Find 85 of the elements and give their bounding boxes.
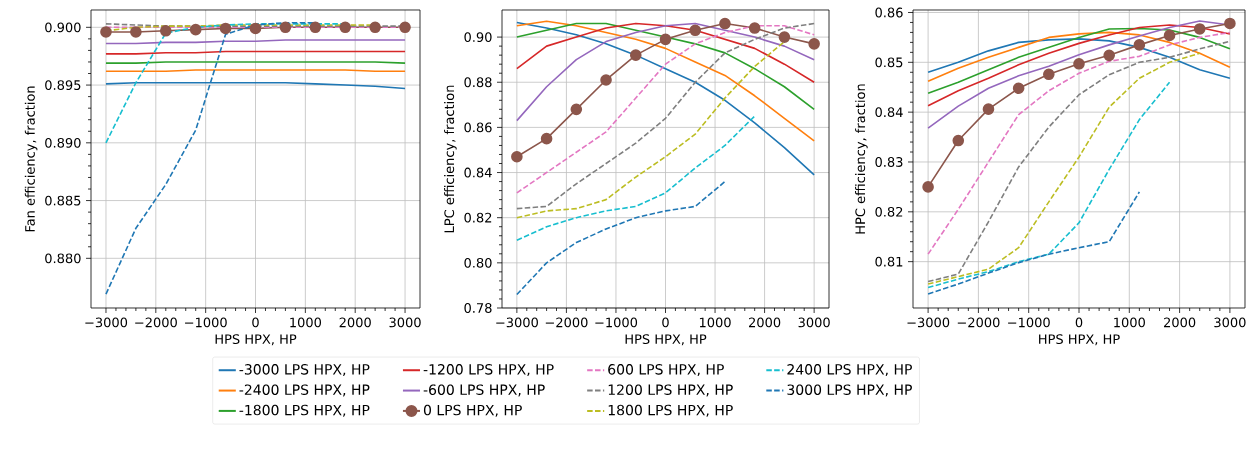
line-series (927, 31, 1231, 83)
legend-label: 1200 LPS HPX, HP (608, 384, 733, 397)
y-tick-label: 0.900 (45, 22, 81, 33)
y-tick-label: 0.84 (875, 107, 903, 118)
y-tick-label: 0.82 (875, 206, 903, 217)
point (952, 134, 965, 147)
x-tick-label: −1000 (595, 317, 638, 328)
x-tick-label: 0 (662, 317, 669, 328)
y-tick-label: 0.895 (45, 80, 81, 90)
point (1224, 17, 1236, 30)
legend-label: -1200 LPS HPX, HP (423, 364, 554, 377)
y-axis-title: Fan efficiency, fraction (24, 86, 38, 232)
y-tick-label: 0.83 (875, 157, 903, 167)
legend-label: -3000 LPS HPX, HP (239, 364, 370, 377)
y-tick-label: 0.86 (464, 122, 492, 133)
y-tick-label: 0.890 (45, 137, 81, 148)
x-axis-title: HPS HPX, HP (215, 334, 297, 346)
x-tick-label: 3000 (1214, 317, 1246, 328)
point (982, 103, 995, 115)
point (1073, 58, 1085, 70)
point (689, 24, 702, 37)
x-tick-label: −1000 (1008, 317, 1050, 328)
y-tick-label: 0.80 (464, 257, 492, 268)
line-series (927, 24, 1231, 107)
y-tick-label: 0.885 (45, 195, 81, 206)
point (540, 132, 553, 145)
point (570, 103, 583, 116)
x-tick-label: −2000 (135, 317, 177, 328)
y-tick-label: 0.88 (464, 77, 492, 88)
legend-label: -2400 LPS HPX, HP (239, 384, 370, 397)
point (1193, 23, 1206, 35)
x-tick-label: 1000 (290, 317, 322, 328)
point (1163, 29, 1176, 42)
y-axis-title: LPC efficiency, fraction (444, 85, 457, 233)
x-axis-title: HPS HPX, HP (625, 334, 707, 346)
y-tick-label: 0.90 (464, 32, 492, 43)
x-axis-title: HPS HPX, HP (1039, 334, 1120, 346)
x-tick-label: −3000 (496, 317, 538, 328)
legend-label: 0 LPS HPX, HP (423, 404, 522, 417)
line-series (516, 180, 726, 296)
y-axis-title: HPC efficiency, fraction (855, 84, 868, 234)
y-tick-label: 0.78 (464, 303, 492, 313)
point (1103, 49, 1115, 62)
x-tick-label: 3000 (389, 317, 421, 328)
line-series (927, 38, 1231, 80)
x-tick-label: 2000 (339, 317, 371, 328)
y-tick-label: 0.84 (464, 167, 492, 178)
point (1012, 82, 1025, 95)
y-tick-label: 0.880 (45, 253, 81, 264)
point (748, 22, 761, 34)
legend-label: 3000 LPS HPX, HP (787, 384, 912, 397)
y-tick-label: 0.82 (464, 212, 492, 223)
point (1043, 68, 1055, 81)
point (922, 181, 934, 193)
point (778, 31, 791, 43)
x-tick-label: 3000 (798, 317, 830, 328)
x-tick-label: 1000 (1114, 317, 1145, 328)
legend-label: -1800 LPS HPX, HP (239, 404, 370, 417)
x-tick-label: −3000 (85, 317, 128, 328)
point (600, 74, 612, 86)
y-tick-label: 0.85 (875, 57, 903, 68)
x-tick-label: 1000 (699, 317, 731, 328)
x-tick-label: 0 (252, 317, 259, 328)
y-tick-label: 0.81 (875, 256, 903, 267)
x-tick-label: 0 (1075, 317, 1083, 328)
line-series (927, 81, 1171, 289)
x-tick-label: 2000 (749, 317, 781, 328)
legend-label: 600 LPS HPX, HP (608, 364, 724, 377)
x-tick-label: 2000 (1164, 317, 1196, 328)
x-tick-label: −3000 (907, 317, 950, 328)
point (719, 17, 731, 30)
line-series (516, 115, 756, 242)
point (511, 150, 523, 163)
x-tick-label: −2000 (545, 317, 588, 328)
point (1133, 39, 1146, 51)
legend-label: -600 LPS HPX, HP (423, 384, 545, 397)
point (808, 38, 820, 50)
point (659, 33, 672, 46)
point (629, 49, 642, 61)
legend-label: 2400 LPS HPX, HP (787, 364, 912, 377)
x-tick-label: −2000 (957, 317, 1000, 328)
legend-label: 1800 LPS HPX, HP (608, 404, 733, 417)
y-tick-label: 0.86 (875, 7, 903, 18)
x-tick-label: −1000 (185, 317, 227, 328)
line-series (927, 191, 1141, 295)
